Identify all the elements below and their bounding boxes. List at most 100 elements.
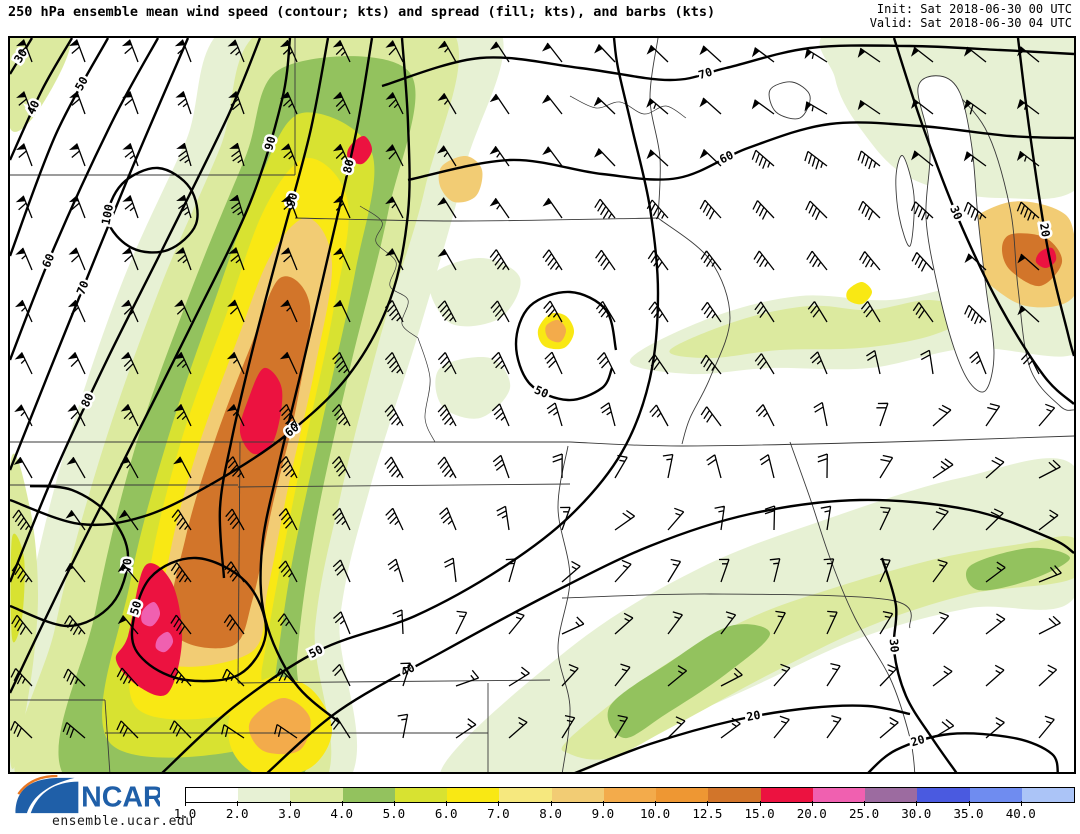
ncar-logo: NCAR (10, 774, 164, 815)
map-canvas: 3040506070809010090806070505040507060302… (10, 38, 1074, 772)
contour-label-100: 100 (99, 203, 117, 226)
contour-label-30: 30 (887, 638, 902, 653)
logo-orange-arc (17, 774, 58, 795)
colorbar-tick (655, 801, 657, 806)
colorbar-tick (289, 801, 291, 806)
colorbar-label: 30.0 (901, 806, 932, 821)
colorbar-label: 10.0 (640, 806, 671, 821)
contour-label-70: 70 (73, 279, 91, 297)
model-times: Init: Sat 2018-06-30 00 UTC Valid: Sat 2… (870, 2, 1072, 30)
colorbar-cell-11 (760, 788, 813, 802)
colorbar-label: 3.0 (278, 806, 301, 821)
colorbar-labels: 1.0 2.0 3.0 4.0 5.0 6.0 7.0 8.0 9.0 10.0 12.5 15.0 2… (174, 806, 1080, 824)
contour-line-70 (10, 38, 190, 471)
colorbar-tick (916, 801, 918, 806)
contour-line-30 (880, 557, 958, 772)
colorbar-label: 2.0 (225, 806, 249, 821)
logo-swoosh-left (15, 777, 75, 814)
colorbar-label: 1.0 (173, 806, 197, 821)
colorbar-cell-1 (238, 788, 291, 802)
contour-label-20: 20 (1037, 222, 1053, 238)
contour-line-20 (574, 704, 911, 772)
contour-line-80 (259, 38, 374, 724)
colorbar-label: 40.0 (1005, 806, 1036, 821)
colorbar-label: 8.0 (539, 806, 562, 821)
spread-fill-layer (10, 38, 1074, 772)
colorbar-label: 7.0 (487, 806, 510, 821)
colorbar-cell-9 (656, 788, 709, 802)
lake-outline (768, 81, 811, 120)
colorbar-cell-13 (865, 788, 918, 802)
colorbar-tick (341, 801, 343, 806)
wind-barb-layer (10, 39, 1062, 739)
colorbar-cell-12 (812, 788, 866, 802)
colorbar-tick (968, 801, 970, 806)
colorbar-cell-10 (708, 788, 761, 802)
colorbar-tick (550, 801, 552, 806)
colorbar-cell-16 (1021, 788, 1074, 802)
colorbar-cell-0 (186, 788, 239, 802)
contour-line-20 (867, 732, 1059, 772)
contour-line-80 (10, 38, 262, 583)
logo-text: NCAR (81, 781, 160, 813)
contour-line-50 (10, 38, 110, 257)
lake-outline (895, 155, 915, 247)
contour-label-20: 20 (745, 708, 761, 724)
contour-label-50: 50 (532, 383, 550, 401)
contour-label-60: 60 (717, 148, 736, 167)
contour-line-60 (10, 38, 160, 361)
colorbar-label: 25.0 (849, 806, 880, 821)
colorbar-cell-4 (394, 788, 448, 802)
contour-line-30 (10, 38, 34, 75)
colorbar-cell-8 (603, 788, 657, 802)
weather-map: 30 40 50 60 70 80 90 100 90 80 60 70 50 50 40 50 70 60 30 2… (8, 36, 1076, 774)
contour-line-90 (10, 38, 292, 694)
contour-layer (10, 38, 1074, 772)
colorbar-tick (1020, 801, 1022, 806)
colorbar-tick (811, 801, 813, 806)
colorbar-cell-2 (290, 788, 343, 802)
contour-line-30 (892, 38, 1074, 405)
colorbar-tick (864, 801, 866, 806)
colorbar-label: 4.0 (330, 806, 353, 821)
colorbar-tick (759, 801, 761, 806)
contour-label-50: 50 (127, 599, 144, 616)
contour-label-50: 50 (72, 74, 91, 93)
contour-label-80: 80 (340, 158, 357, 175)
contour-line-20 (1016, 38, 1074, 357)
ncar-logo-icon: NCAR (15, 774, 164, 814)
contour-line-50 (130, 556, 268, 683)
contour-line-40 (266, 498, 1074, 772)
colorbar-tick (393, 801, 395, 806)
colorbar-label: 5.0 (382, 806, 406, 821)
colorbar-cell-6 (499, 788, 552, 802)
contour-line-90 (218, 38, 330, 579)
colorbar-label: 12.5 (692, 806, 723, 821)
colorbar-tick (602, 801, 604, 806)
colorbar-label: 6.0 (434, 806, 458, 821)
contour-line-60 (10, 38, 411, 527)
contour-label-90: 90 (261, 135, 278, 152)
colorbar-cell-5 (447, 788, 500, 802)
valid-time: Valid: Sat 2018-06-30 04 UTC (869, 16, 1072, 30)
colorbar (185, 787, 1075, 803)
contour-line-60 (407, 121, 1074, 182)
contour-label-90: 90 (283, 191, 300, 208)
colorbar-cell-7 (551, 788, 604, 802)
colorbar-tick (237, 801, 239, 806)
footer: NCAR ensemble.ucar.edu 1.0 2.0 3.0 4.0 5.0 6.… (0, 770, 1080, 834)
colorbar-tick (446, 801, 448, 806)
colorbar-tick (185, 801, 186, 806)
contour-label-70: 70 (697, 65, 714, 83)
init-time: Init: Sat 2018-06-30 00 UTC (876, 2, 1072, 16)
colorbar-label: 35.0 (953, 806, 984, 821)
colorbar-ticks (185, 801, 1073, 806)
colorbar-tick (707, 801, 709, 806)
colorbar-label: 20.0 (796, 806, 827, 821)
colorbar-cell-14 (917, 788, 970, 802)
contour-line-50 (161, 38, 660, 772)
contour-line-100 (106, 166, 199, 254)
contour-label-60: 60 (39, 251, 57, 269)
contour-line-70 (381, 44, 1074, 88)
